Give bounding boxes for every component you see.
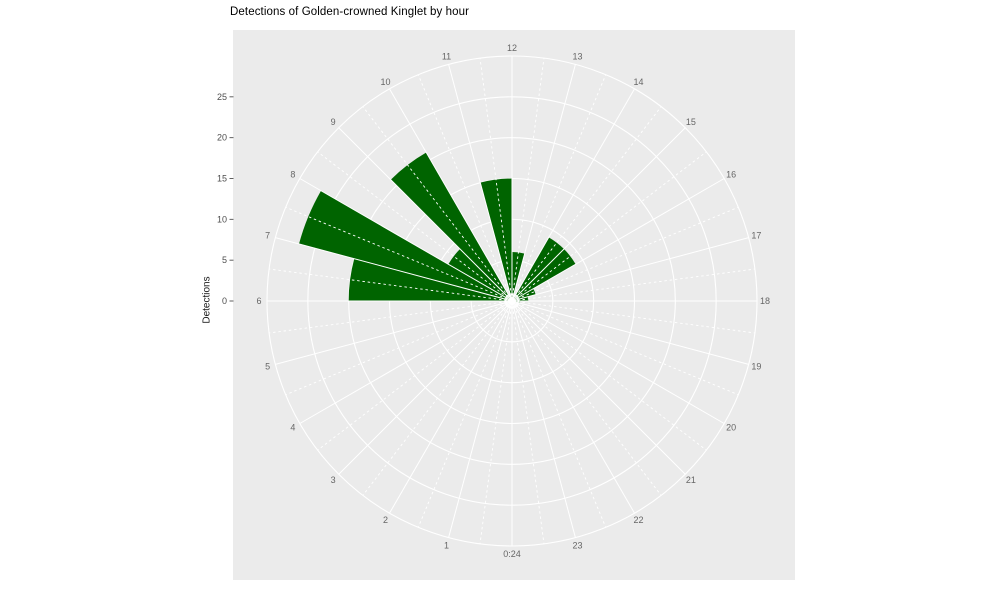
major-spoke [389,88,513,302]
minor-spoke [511,151,707,302]
bar-hour-14 [512,237,564,301]
hour-label-17: 17 [751,231,761,241]
hour-label-10: 10 [380,77,390,87]
minor-spoke [511,300,707,451]
major-spoke [511,300,749,365]
hour-label-2: 2 [383,515,388,525]
hour-label-12: 12 [507,43,517,53]
center-hub [509,298,515,304]
minor-spoke [317,151,513,302]
minor-spoke [362,300,513,496]
hour-label-7: 7 [265,231,270,241]
r-tick-label-5: 5 [222,255,227,265]
minor-spoke [511,74,607,302]
chart-title: Detections of Golden-crowned Kinglet by … [230,6,470,18]
major-spoke [389,300,513,514]
hour-labels: 0:24123456789101112131415161718192021222… [256,43,770,559]
hour-label-19: 19 [751,361,761,371]
bar-hour-15 [512,249,576,301]
minor-spoke [511,268,755,302]
minor-spoke [511,300,662,496]
major-spoke [448,300,513,538]
r-tick-label-10: 10 [217,214,227,224]
major-spoke [275,237,513,302]
major-spoke [338,300,513,475]
minor-spoke [285,300,513,396]
minor-spoke [479,300,513,544]
minor-spoke [317,300,513,451]
hour-label-3: 3 [331,475,336,485]
minor-spoke [417,74,513,302]
hour-label-6: 6 [256,296,261,306]
major-spoke [299,178,513,302]
minor-spoke [511,106,662,302]
hour-label-15: 15 [686,117,696,127]
minor-spoke [511,300,545,544]
major-spoke [511,88,635,302]
hour-label-18: 18 [760,296,770,306]
hour-label-16: 16 [726,170,736,180]
major-spoke [448,64,513,302]
major-spoke [511,64,576,302]
major-spoke [299,300,513,424]
hour-label-9: 9 [331,117,336,127]
major-spoke [511,178,725,302]
r-tick-label-15: 15 [217,174,227,184]
major-spoke [338,127,513,302]
major-spoke [511,300,686,475]
bar-hour-8 [448,249,512,301]
r-tick-label-20: 20 [217,133,227,143]
bar-hour-7 [299,190,512,301]
minor-spoke [362,106,513,302]
major-spoke [511,300,725,424]
r-tick-label-0: 0 [222,296,227,306]
minor-spoke [269,268,513,302]
hour-label-23: 23 [572,540,582,550]
minor-spoke [479,58,513,302]
minor-spoke [511,300,739,396]
hour-label-5: 5 [265,361,270,371]
r-tick-label-25: 25 [217,92,227,102]
hour-label-22: 22 [633,515,643,525]
minor-spoke [417,300,513,528]
major-spoke [511,127,686,302]
hour-label-1: 1 [444,540,449,550]
hour-spokes [267,56,757,546]
hour-label-21: 21 [686,475,696,485]
major-spoke [511,237,749,302]
hour-label-8: 8 [290,170,295,180]
major-spoke [511,300,576,538]
minor-spoke [285,206,513,302]
r-axis-labels: 0 5 10 15 20 25 [217,92,234,306]
major-spoke [511,300,635,514]
minor-spoke [511,300,607,528]
hour-label-14: 14 [633,77,643,87]
hour-label-20: 20 [726,423,736,433]
minor-spoke [511,58,545,302]
hour-label-0:24: 0:24 [503,549,521,559]
hour-label-13: 13 [572,52,582,62]
major-spoke [275,300,513,365]
minor-spoke [269,300,513,334]
bar-hour-9 [390,152,512,301]
minor-spoke [511,206,739,302]
minor-spoke [511,300,755,334]
hour-label-11: 11 [442,52,451,62]
hour-label-4: 4 [290,423,295,433]
